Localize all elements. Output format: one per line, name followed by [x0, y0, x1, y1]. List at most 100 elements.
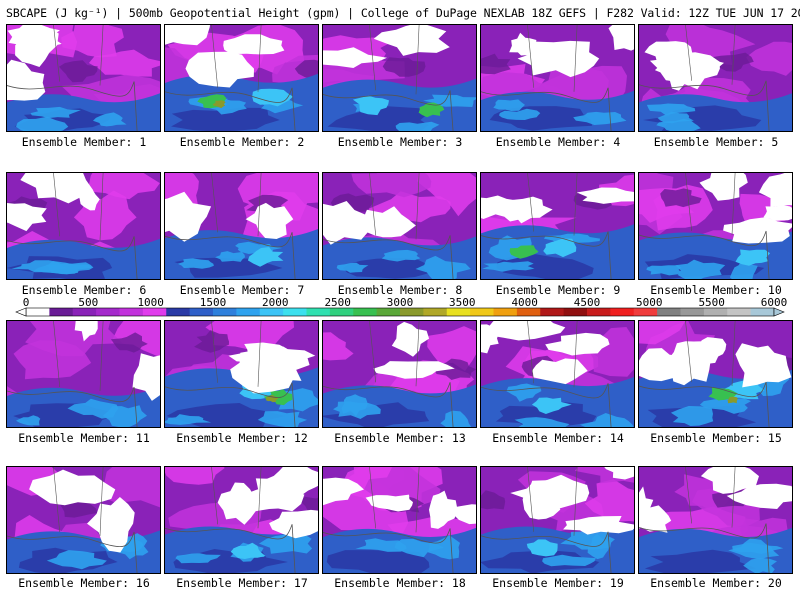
- colorbar-tick-label: 500: [78, 296, 98, 309]
- cape-map: [639, 173, 792, 279]
- zero-cape-area: [365, 494, 413, 512]
- cape-region: [496, 253, 594, 279]
- colorbar-tick-label: 3000: [387, 296, 414, 309]
- cape-region: [323, 332, 354, 361]
- cape-map: [165, 173, 318, 279]
- state-border: [527, 25, 534, 88]
- ensemble-panel: [6, 172, 161, 280]
- ensemble-panel: [164, 320, 319, 428]
- colorbar-swatch: [72, 308, 97, 316]
- cape-region: [584, 479, 634, 522]
- zero-cape-area: [700, 467, 759, 494]
- zero-cape-area: [323, 47, 387, 68]
- state-border: [573, 321, 578, 388]
- cape-region: [16, 116, 69, 131]
- cape-region: [531, 397, 572, 414]
- cape-region: [732, 542, 784, 554]
- cape-region: [110, 332, 148, 353]
- colorbar-swatch: [376, 308, 401, 316]
- cape-region: [230, 542, 266, 559]
- cape-region: [165, 414, 212, 425]
- cape-region: [93, 112, 127, 127]
- ensemble-panel: [480, 172, 635, 280]
- cape-region: [415, 255, 471, 279]
- cape-region: [265, 394, 279, 403]
- colorbar-swatch: [470, 308, 494, 316]
- colorbar-swatch: [96, 308, 120, 316]
- zero-cape-area: [223, 34, 285, 55]
- cape-region: [177, 258, 214, 269]
- cape-region: [675, 259, 726, 279]
- state-border: [369, 173, 376, 236]
- state-border: [527, 467, 534, 532]
- colorbar-tick-label: 3500: [449, 296, 476, 309]
- colorbar-tick-label: 4500: [574, 296, 601, 309]
- state-border: [257, 467, 262, 529]
- state-border: [527, 321, 534, 384]
- state-border: [685, 467, 692, 524]
- cape-map: [323, 467, 476, 573]
- cape-region: [165, 467, 225, 485]
- colorbar-swatch: [306, 308, 331, 316]
- zero-cape-area: [510, 474, 590, 510]
- cape-region: [514, 417, 570, 427]
- cape-region: [294, 59, 318, 80]
- page-title: SBCAPE (J kg⁻¹) | 500mb Geopotential Hei…: [6, 6, 800, 20]
- cape-region: [395, 121, 440, 131]
- cape-region: [729, 260, 758, 279]
- colorbar-tick-label: 1500: [200, 296, 227, 309]
- cape-map: [165, 467, 318, 573]
- coastline: [639, 80, 770, 131]
- cape-region: [333, 401, 381, 419]
- cape-region: [427, 326, 476, 371]
- cape-map: [7, 173, 160, 279]
- colorbar-swatch: [213, 308, 237, 316]
- colorbar-swatch: [540, 308, 565, 316]
- cape-region: [336, 262, 369, 273]
- state-border: [731, 173, 736, 236]
- zero-cape-area: [723, 217, 792, 244]
- zero-cape-area: [132, 353, 160, 401]
- colorbar-swatch: [633, 308, 658, 316]
- member-caption: Ensemble Member: 3: [337, 135, 463, 149]
- coastline: [639, 523, 770, 573]
- state-border: [211, 467, 218, 525]
- colorbar-swatch: [142, 308, 167, 316]
- state-border: [685, 173, 692, 232]
- cape-region: [646, 265, 682, 276]
- ensemble-panel: [322, 172, 477, 280]
- coastline: [323, 528, 454, 573]
- cape-region: [61, 25, 124, 58]
- colorbar-tick-label: 0: [23, 296, 30, 309]
- coastline: [639, 230, 770, 279]
- cape-map: [481, 321, 634, 427]
- cape-map: [323, 173, 476, 279]
- cape-region: [382, 57, 426, 77]
- cape-map: [7, 321, 160, 427]
- state-border: [415, 321, 420, 387]
- colorbar-swatch: [189, 308, 214, 316]
- cape-region: [699, 398, 752, 414]
- colorbar-swatch: [703, 308, 728, 316]
- zero-cape-area: [185, 51, 254, 88]
- colorbar-tick-label: 5000: [636, 296, 663, 309]
- cape-region: [381, 249, 421, 262]
- member-caption: Ensemble Member: 9: [495, 283, 621, 297]
- cape-map: [481, 25, 634, 131]
- coastline: [481, 231, 612, 279]
- cape-region: [86, 173, 160, 200]
- cape-region: [579, 413, 634, 427]
- cape-region: [59, 60, 98, 83]
- state-border: [573, 173, 578, 236]
- cape-map: [481, 467, 634, 573]
- coastline: [165, 382, 296, 427]
- member-caption: Ensemble Member: 11: [18, 431, 150, 445]
- cape-region: [711, 52, 754, 72]
- colorbar-swatch: [680, 308, 705, 316]
- ensemble-panel: [638, 320, 793, 428]
- cape-region: [355, 538, 407, 552]
- state-border: [415, 467, 420, 533]
- zero-cape-area: [87, 497, 135, 553]
- cape-region: [542, 554, 596, 567]
- coastline: [7, 531, 138, 573]
